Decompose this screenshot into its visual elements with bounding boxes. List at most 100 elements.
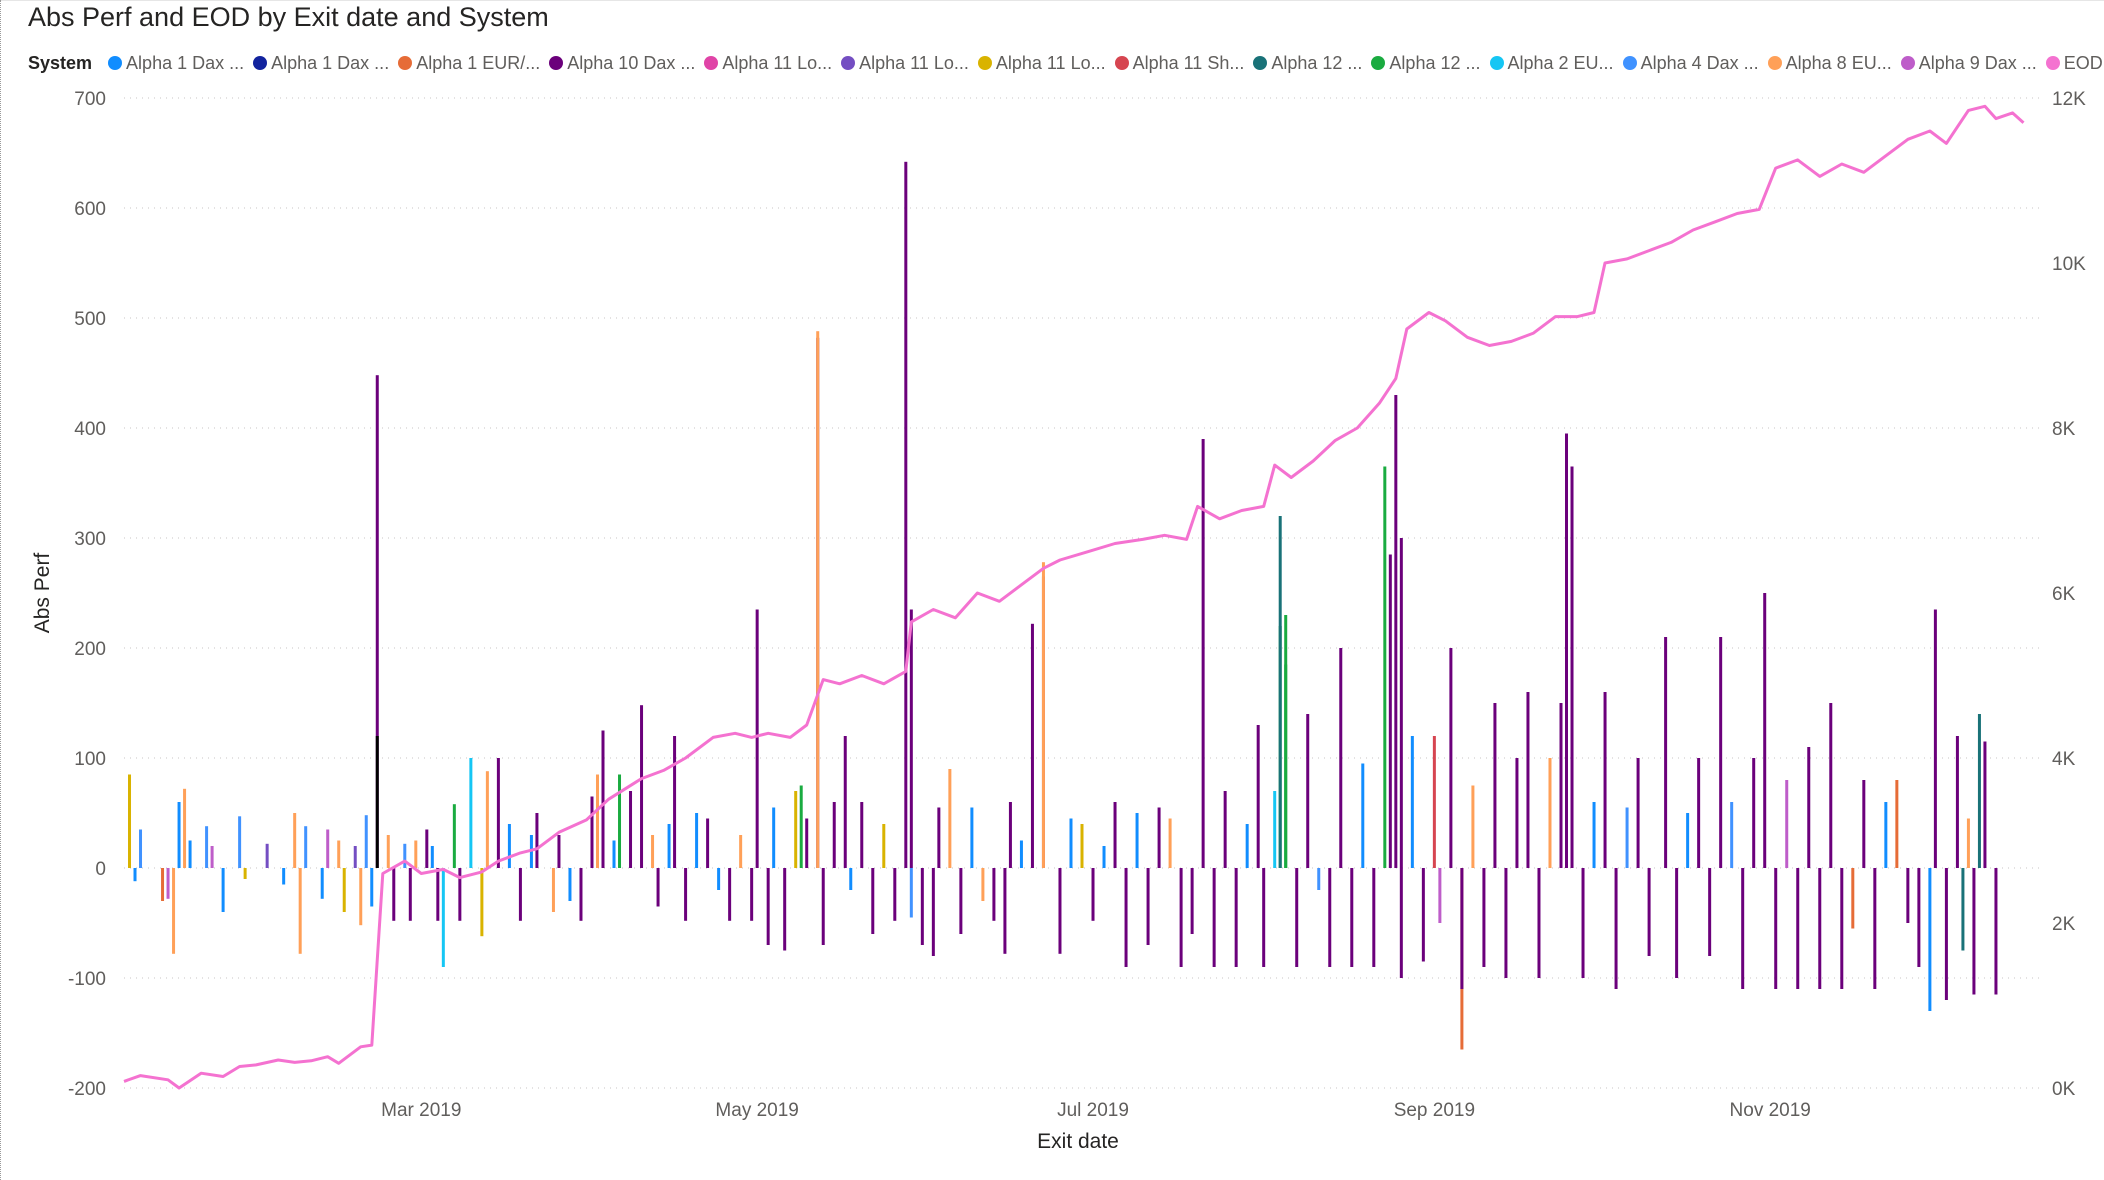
abs-perf-bar [1570, 466, 1574, 868]
abs-perf-bar [1917, 868, 1921, 967]
abs-perf-bar [469, 758, 473, 868]
abs-perf-bar [1504, 868, 1508, 978]
abs-perf-bar [1421, 868, 1425, 962]
abs-perf-bar [1895, 780, 1899, 868]
abs-perf-bar [458, 868, 462, 921]
abs-perf-bar [783, 868, 787, 951]
abs-perf-bar [629, 791, 633, 868]
abs-perf-bar [1526, 692, 1530, 868]
abs-perf-bar [832, 802, 836, 868]
x-tick-label: Sep 2019 [1394, 1100, 1475, 1121]
abs-perf-bar [1829, 703, 1833, 868]
abs-perf-bar [364, 815, 368, 868]
abs-perf-bars [128, 161, 1998, 1050]
abs-perf-bar [618, 774, 622, 868]
legend-item[interactable]: Alpha 4 Dax ... [1622, 53, 1759, 74]
abs-perf-bar [1697, 758, 1701, 868]
abs-perf-bar [403, 843, 407, 868]
abs-perf-bar [1256, 725, 1260, 868]
y-tick-label: 200 [74, 639, 106, 660]
legend-item[interactable]: Alpha 1 EUR/... [398, 53, 540, 74]
legend-label: Alpha 11 Lo... [722, 52, 833, 73]
legend-label: Alpha 12 ... [1271, 52, 1363, 73]
legend-item[interactable]: Alpha 11 Lo... [841, 53, 969, 74]
legend-item[interactable]: Alpha 9 Dax ... [1900, 53, 2037, 74]
legend-item[interactable]: Alpha 1 Dax ... [253, 53, 389, 74]
abs-perf-bar [1944, 868, 1948, 1000]
abs-perf-bar [656, 868, 660, 907]
y-axis-ticks: 700 600 500 400 300 200 100 0 -100 -200 [68, 89, 106, 1100]
legend-item[interactable]: Alpha 2 EU... [1489, 53, 1614, 74]
abs-perf-bar [342, 868, 346, 912]
x-axis-title: Exit date [1037, 1130, 1119, 1153]
legend-item[interactable]: Alpha 11 Lo... [977, 53, 1106, 74]
abs-perf-bar [1983, 741, 1987, 868]
abs-perf-bar [909, 868, 913, 918]
abs-perf-bar [937, 807, 941, 868]
abs-perf-bar [568, 868, 572, 901]
abs-perf-bar [1113, 802, 1117, 868]
abs-perf-bar [612, 840, 616, 868]
legend-item[interactable]: Alpha 11 Sh... [1114, 53, 1244, 74]
legend-item[interactable]: Alpha 8 EU... [1767, 53, 1892, 74]
legend-item[interactable]: Alpha 12 ... [1371, 53, 1481, 74]
abs-perf-bar [871, 868, 875, 934]
abs-perf-bar [970, 807, 974, 868]
abs-perf-bar [1559, 703, 1563, 868]
legend-item[interactable]: EOD [2045, 53, 2103, 74]
abs-perf-bar [1741, 868, 1745, 989]
abs-perf-bar [430, 846, 434, 868]
legend-item[interactable]: Alpha 1 Dax ... [108, 53, 244, 74]
legend-item[interactable]: Alpha 10 Dax ... [549, 53, 695, 74]
abs-perf-bar [1157, 807, 1161, 868]
abs-perf-bar [166, 868, 170, 899]
y-tick-label: 100 [74, 749, 106, 770]
abs-perf-bar [1548, 758, 1552, 868]
y-tick-label: 0 [95, 859, 106, 880]
y-axis-title: Abs Perf [31, 553, 54, 634]
abs-perf-bar [728, 868, 732, 921]
abs-perf-bar [1730, 802, 1734, 868]
legend-dot-icon [1900, 56, 1915, 70]
abs-perf-bar [1719, 637, 1723, 868]
y-tick-label: 500 [74, 309, 106, 330]
abs-perf-bar [386, 835, 390, 868]
abs-perf-bar [205, 826, 209, 868]
x-tick-label: Nov 2019 [1730, 1100, 1811, 1121]
abs-perf-bar [221, 868, 225, 912]
abs-perf-bar [1537, 868, 1541, 978]
abs-perf-bar [717, 868, 721, 890]
abs-perf-bar [1647, 868, 1651, 956]
abs-perf-bar [1201, 439, 1205, 868]
abs-perf-bar [1818, 868, 1822, 989]
x-tick-label: Mar 2019 [381, 1100, 461, 1121]
abs-perf-bar [1625, 807, 1629, 868]
legend-item[interactable]: Alpha 12 ... [1253, 53, 1362, 74]
abs-perf-bar [425, 829, 429, 868]
abs-perf-bar [1295, 868, 1299, 967]
eod-line [123, 104, 2025, 1090]
abs-perf-bar [992, 868, 996, 921]
abs-perf-bar [1686, 813, 1690, 868]
legend-item[interactable]: Alpha 11 Lo... [704, 53, 832, 74]
legend-dot-icon [1371, 56, 1386, 70]
abs-perf-bar [436, 868, 440, 921]
y-tick-label: 600 [74, 199, 106, 220]
abs-perf-bar [1273, 791, 1277, 868]
abs-perf-bar [480, 868, 484, 937]
chart-title: Abs Perf and EOD by Exit date and System [28, 2, 549, 32]
abs-perf-bar [739, 835, 743, 868]
abs-perf-bar [920, 868, 924, 945]
legend-dot-icon [841, 56, 856, 70]
abs-perf-bar [408, 868, 412, 921]
abs-perf-bar [1592, 802, 1596, 868]
abs-perf-bar [414, 840, 418, 868]
y2-tick-label: 0K [2052, 1079, 2076, 1100]
abs-perf-bar [1840, 868, 1844, 989]
abs-perf-bar [1383, 466, 1387, 868]
abs-perf-bar [1317, 868, 1321, 890]
abs-perf-bar [238, 816, 242, 868]
abs-perf-bar [1966, 818, 1970, 868]
abs-perf-bar [1168, 818, 1172, 868]
